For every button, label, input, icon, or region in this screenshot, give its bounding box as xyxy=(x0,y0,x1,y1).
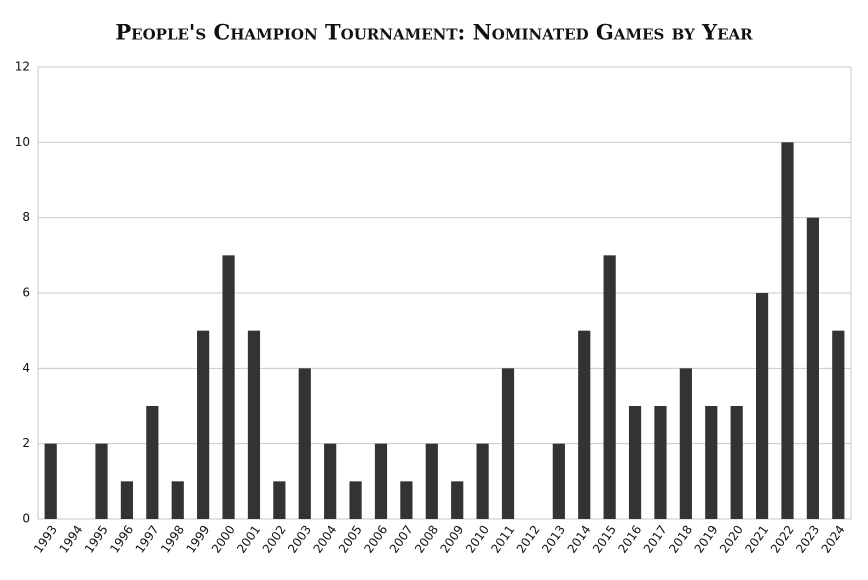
bar xyxy=(679,368,692,519)
x-tick-label: 2003 xyxy=(285,523,314,556)
y-tick-label: 0 xyxy=(22,512,30,526)
x-tick-label: 2015 xyxy=(590,523,619,556)
y-tick-label: 4 xyxy=(22,361,30,375)
x-tick-label: 1996 xyxy=(107,523,136,556)
bar xyxy=(374,443,388,519)
bar xyxy=(578,330,591,519)
bar xyxy=(705,406,718,519)
bar xyxy=(425,443,438,519)
x-tick-label: 2013 xyxy=(539,523,568,556)
x-tick-label: 1997 xyxy=(133,523,162,556)
bar xyxy=(146,406,159,519)
x-tick-label: 2008 xyxy=(412,523,441,556)
bar xyxy=(400,481,413,519)
x-tick-label: 2022 xyxy=(768,523,797,556)
x-tick-label: 2005 xyxy=(336,523,365,556)
y-tick-label: 6 xyxy=(22,286,30,300)
bar xyxy=(120,481,134,519)
y-tick-label: 8 xyxy=(22,210,30,224)
bar xyxy=(654,406,667,519)
bar xyxy=(628,406,642,519)
bar xyxy=(832,330,845,519)
bar xyxy=(603,255,616,520)
bar xyxy=(349,481,362,519)
x-tick-label: 2009 xyxy=(438,523,467,556)
bar xyxy=(806,217,819,519)
x-tick-label: 2001 xyxy=(234,523,263,556)
bar xyxy=(451,481,464,519)
x-tick-label: 2019 xyxy=(692,523,721,556)
bar xyxy=(476,443,489,519)
y-tick-label: 2 xyxy=(22,436,30,450)
x-tick-label: 1993 xyxy=(31,523,60,556)
x-tick-label: 2002 xyxy=(260,523,289,556)
x-tick-label: 2021 xyxy=(742,523,771,556)
bar xyxy=(730,406,743,519)
bar xyxy=(324,443,337,519)
x-tick-label: 2018 xyxy=(666,523,695,556)
x-tick-label: 1995 xyxy=(82,523,111,556)
bar xyxy=(273,481,286,519)
x-tick-label: 2017 xyxy=(641,523,670,556)
bar xyxy=(501,368,515,519)
x-tick-label: 2020 xyxy=(717,523,746,556)
x-tick-label: 2010 xyxy=(463,523,492,556)
x-tick-label: 2014 xyxy=(565,523,594,556)
bar xyxy=(171,481,184,519)
bar xyxy=(95,443,108,519)
y-tick-label: 12 xyxy=(15,60,30,74)
x-tick-label: 2012 xyxy=(514,523,543,556)
bar xyxy=(781,142,794,520)
y-tick-label: 10 xyxy=(15,135,30,149)
x-tick-label: 2007 xyxy=(387,523,416,556)
x-tick-label: 2004 xyxy=(311,523,340,556)
bar xyxy=(222,255,235,520)
x-tick-label: 2006 xyxy=(361,523,390,556)
x-tick-label: 2024 xyxy=(819,523,848,556)
x-tick-label: 2023 xyxy=(793,523,822,556)
bar xyxy=(298,368,311,519)
x-tick-label: 1994 xyxy=(56,523,85,556)
x-tick-label: 2011 xyxy=(488,523,517,556)
bar xyxy=(755,293,769,519)
bar xyxy=(552,443,565,519)
bar xyxy=(197,330,210,519)
x-tick-label: 1999 xyxy=(183,523,212,556)
chart-title: People's Champion Tournament: Nominated … xyxy=(115,20,753,45)
x-tick-label: 2000 xyxy=(209,523,238,556)
x-tick-label: 2016 xyxy=(615,523,644,556)
x-tick-label: 1998 xyxy=(158,523,187,556)
bar xyxy=(44,443,57,519)
bar xyxy=(247,330,261,519)
